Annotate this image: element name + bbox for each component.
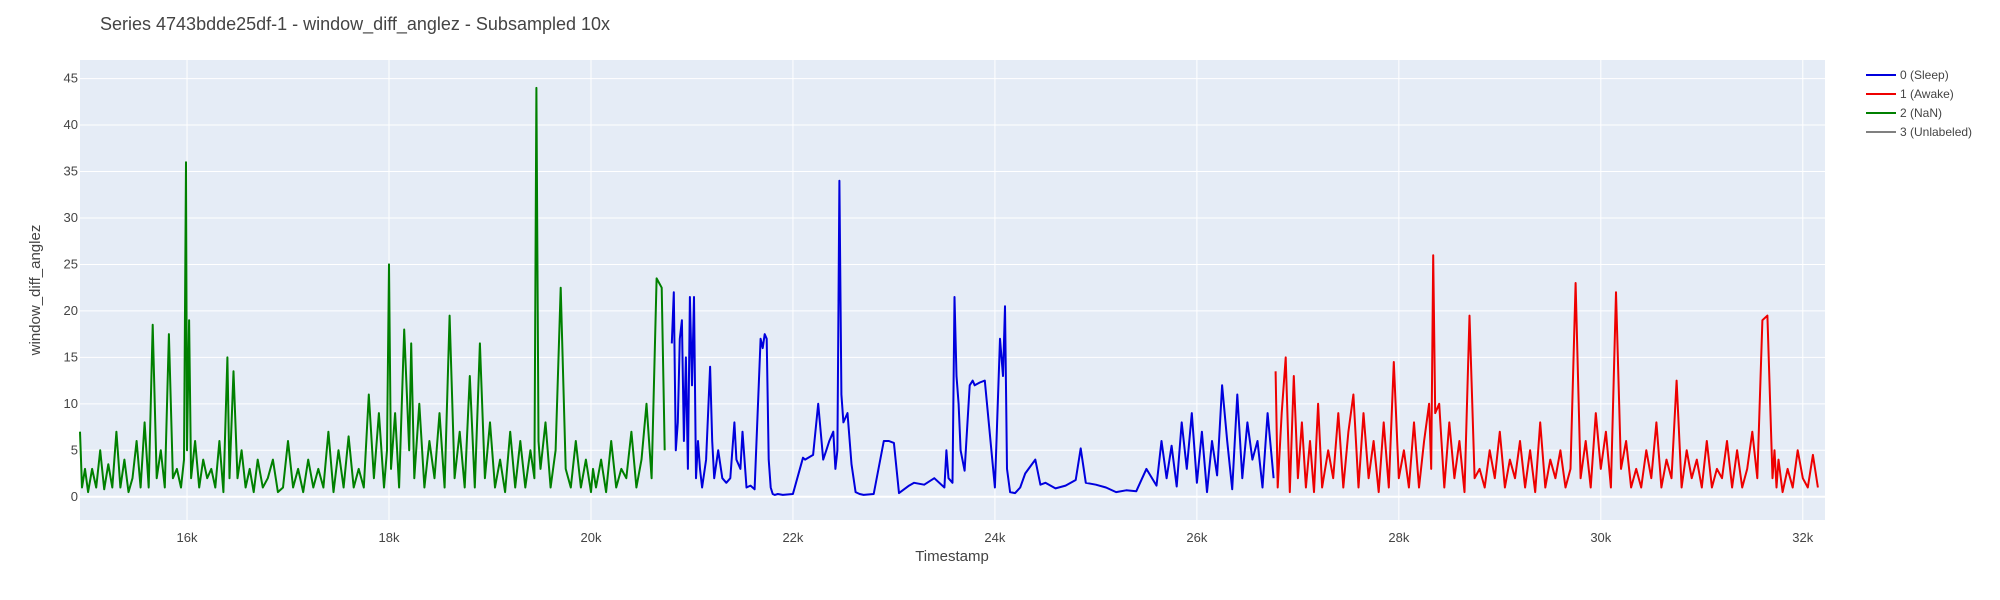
x-tick-label: 26k: [1186, 530, 1207, 545]
y-tick-label: 0: [71, 489, 78, 504]
series-line-1: [1274, 254, 1819, 494]
series-lines: [79, 86, 1819, 496]
x-tick-label: 20k: [580, 530, 601, 545]
legend-item[interactable]: 2 (NaN): [1866, 106, 1942, 120]
legend-item[interactable]: 0 (Sleep): [1866, 68, 1949, 82]
y-tick-label: 40: [64, 117, 78, 132]
y-tick-label: 10: [64, 396, 78, 411]
legend-item[interactable]: 3 (Unlabeled): [1866, 125, 1972, 139]
y-tick-label: 20: [64, 303, 78, 318]
series-line-0: [670, 179, 1275, 496]
x-tick-label: 16k: [177, 530, 198, 545]
legend-label: 1 (Awake): [1900, 87, 1954, 101]
legend-item[interactable]: 1 (Awake): [1866, 87, 1954, 101]
y-tick-label: 45: [64, 71, 78, 86]
x-tick-label: 22k: [782, 530, 803, 545]
x-tick-label: 30k: [1590, 530, 1611, 545]
y-axis-ticks: 0 5 10 15 20 25 30 35 40 45: [64, 71, 78, 504]
x-tick-label: 32k: [1792, 530, 1813, 545]
series-line-2: [79, 86, 666, 494]
x-tick-label: 28k: [1388, 530, 1409, 545]
x-axis-title: Timestamp: [915, 548, 989, 565]
legend-label: 2 (NaN): [1900, 106, 1942, 120]
y-tick-label: 15: [64, 349, 78, 364]
x-tick-label: 18k: [379, 530, 400, 545]
y-axis-title: window_diff_anglez: [27, 225, 44, 357]
chart-title: Series 4743bdde25df-1 - window_diff_angl…: [100, 14, 610, 35]
legend-label: 0 (Sleep): [1900, 68, 1949, 82]
legend[interactable]: 0 (Sleep) 1 (Awake) 2 (NaN) 3 (Unlabeled): [1866, 68, 1972, 139]
y-tick-label: 35: [64, 164, 78, 179]
y-tick-label: 30: [64, 210, 78, 225]
legend-label: 3 (Unlabeled): [1900, 125, 1972, 139]
y-tick-label: 5: [71, 442, 78, 457]
x-tick-label: 24k: [984, 530, 1005, 545]
x-axis-ticks: 16k 18k 20k 22k 24k 26k 28k 30k 32k: [177, 530, 1814, 545]
y-tick-label: 25: [64, 256, 78, 271]
